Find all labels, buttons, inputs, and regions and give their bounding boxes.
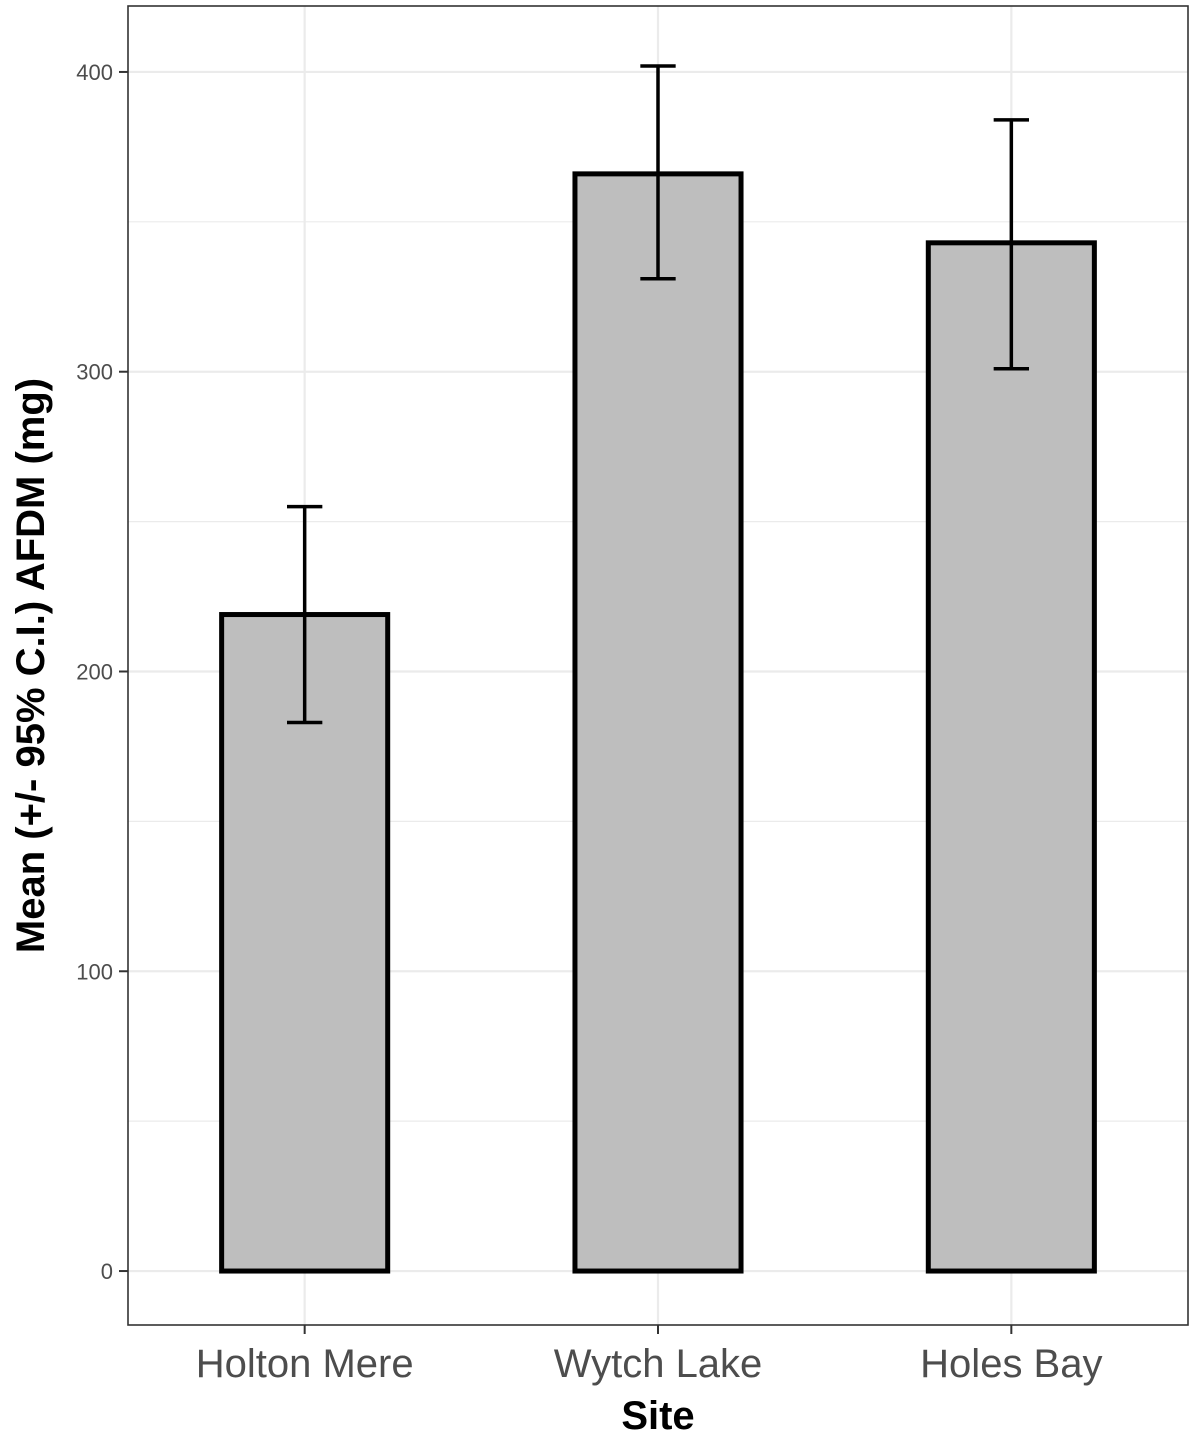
y-tick-label: 400 <box>76 60 113 85</box>
x-tick-label: Holes Bay <box>920 1342 1102 1386</box>
x-axis-ticks: Holton Mere Wytch Lake Holes Bay <box>196 1325 1102 1386</box>
error-bar <box>993 118 1029 371</box>
x-axis-title: Site <box>621 1394 694 1438</box>
x-tick-label: Holton Mere <box>196 1342 414 1386</box>
error-bar <box>287 504 323 725</box>
error-bar <box>640 64 676 281</box>
y-tick-label: 100 <box>76 959 113 984</box>
y-tick-label: 0 <box>101 1259 113 1284</box>
error-bars <box>287 64 1029 725</box>
bar-wytch-lake <box>572 171 744 1274</box>
bar-holes-bay <box>925 240 1097 1274</box>
y-tick-label: 300 <box>76 360 113 385</box>
y-axis-title: Mean (+/- 95% C.I.) AFDM (mg) <box>9 378 53 953</box>
y-tick-label: 200 <box>76 659 113 684</box>
bars <box>219 171 1097 1274</box>
x-tick-label: Wytch Lake <box>554 1342 763 1386</box>
y-axis-ticks: 0 100 200 300 400 <box>76 60 128 1284</box>
